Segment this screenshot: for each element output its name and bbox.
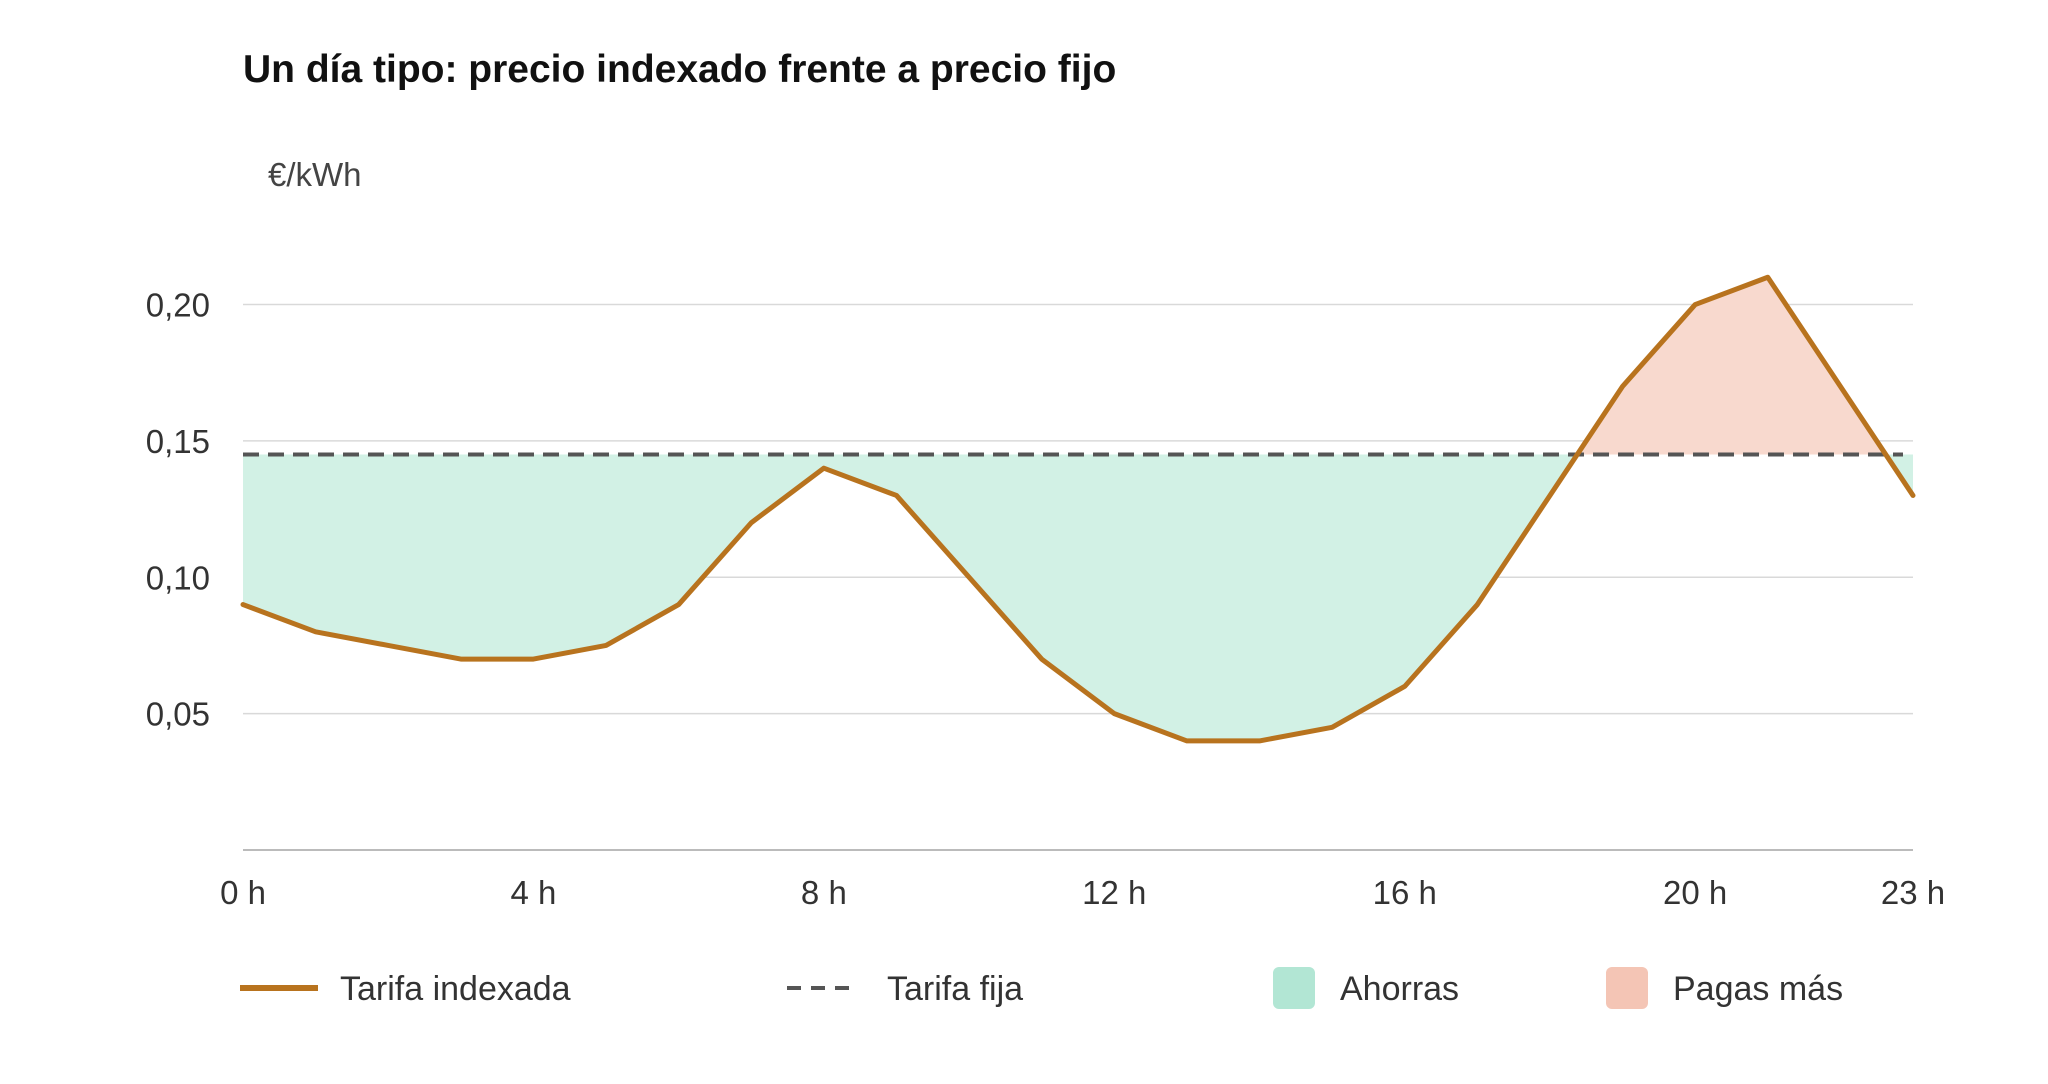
series-lines [240, 274, 1916, 744]
legend-label-pagas-mas: Pagas más [1673, 970, 1843, 1008]
y-tick-label: 0,15 [146, 423, 210, 460]
legend-swatch-pagas-mas [1606, 967, 1648, 1009]
y-tick-label: 0,05 [146, 696, 210, 733]
x-tick-label: 20 h [1663, 874, 1727, 911]
y-tick-label: 0,10 [146, 559, 210, 596]
series-line-tarifa-indexada [240, 274, 1916, 744]
x-tick-label: 12 h [1082, 874, 1146, 911]
x-tick-label: 4 h [510, 874, 556, 911]
x-tick-label: 23 h [1881, 874, 1945, 911]
legend-label-ahorras: Ahorras [1340, 970, 1459, 1008]
legend: Tarifa indexada Tarifa fija Ahorras Paga… [240, 967, 1843, 1009]
x-tick-label: 8 h [801, 874, 847, 911]
legend-swatch-ahorras [1273, 967, 1315, 1009]
legend-label-tarifa-indexada: Tarifa indexada [340, 970, 571, 1008]
axis-tick-labels: 0,05 0,10 0,15 0,20 0 h 4 h 8 h 12 h 16 h 20 h 23 … [146, 287, 1945, 911]
legend-label-tarifa-fija: Tarifa fija [887, 970, 1023, 1008]
y-tick-label: 0,20 [146, 287, 210, 324]
x-tick-label: 16 h [1373, 874, 1437, 911]
shaded-areas [243, 277, 1913, 741]
x-tick-label: 0 h [220, 874, 266, 911]
chart-title: Un día tipo: precio indexado frente a pr… [243, 48, 1116, 91]
area-ahorras [243, 454, 1578, 741]
area-pagas-mas [1577, 277, 1886, 455]
y-axis-unit-label: €/kWh [268, 156, 362, 193]
